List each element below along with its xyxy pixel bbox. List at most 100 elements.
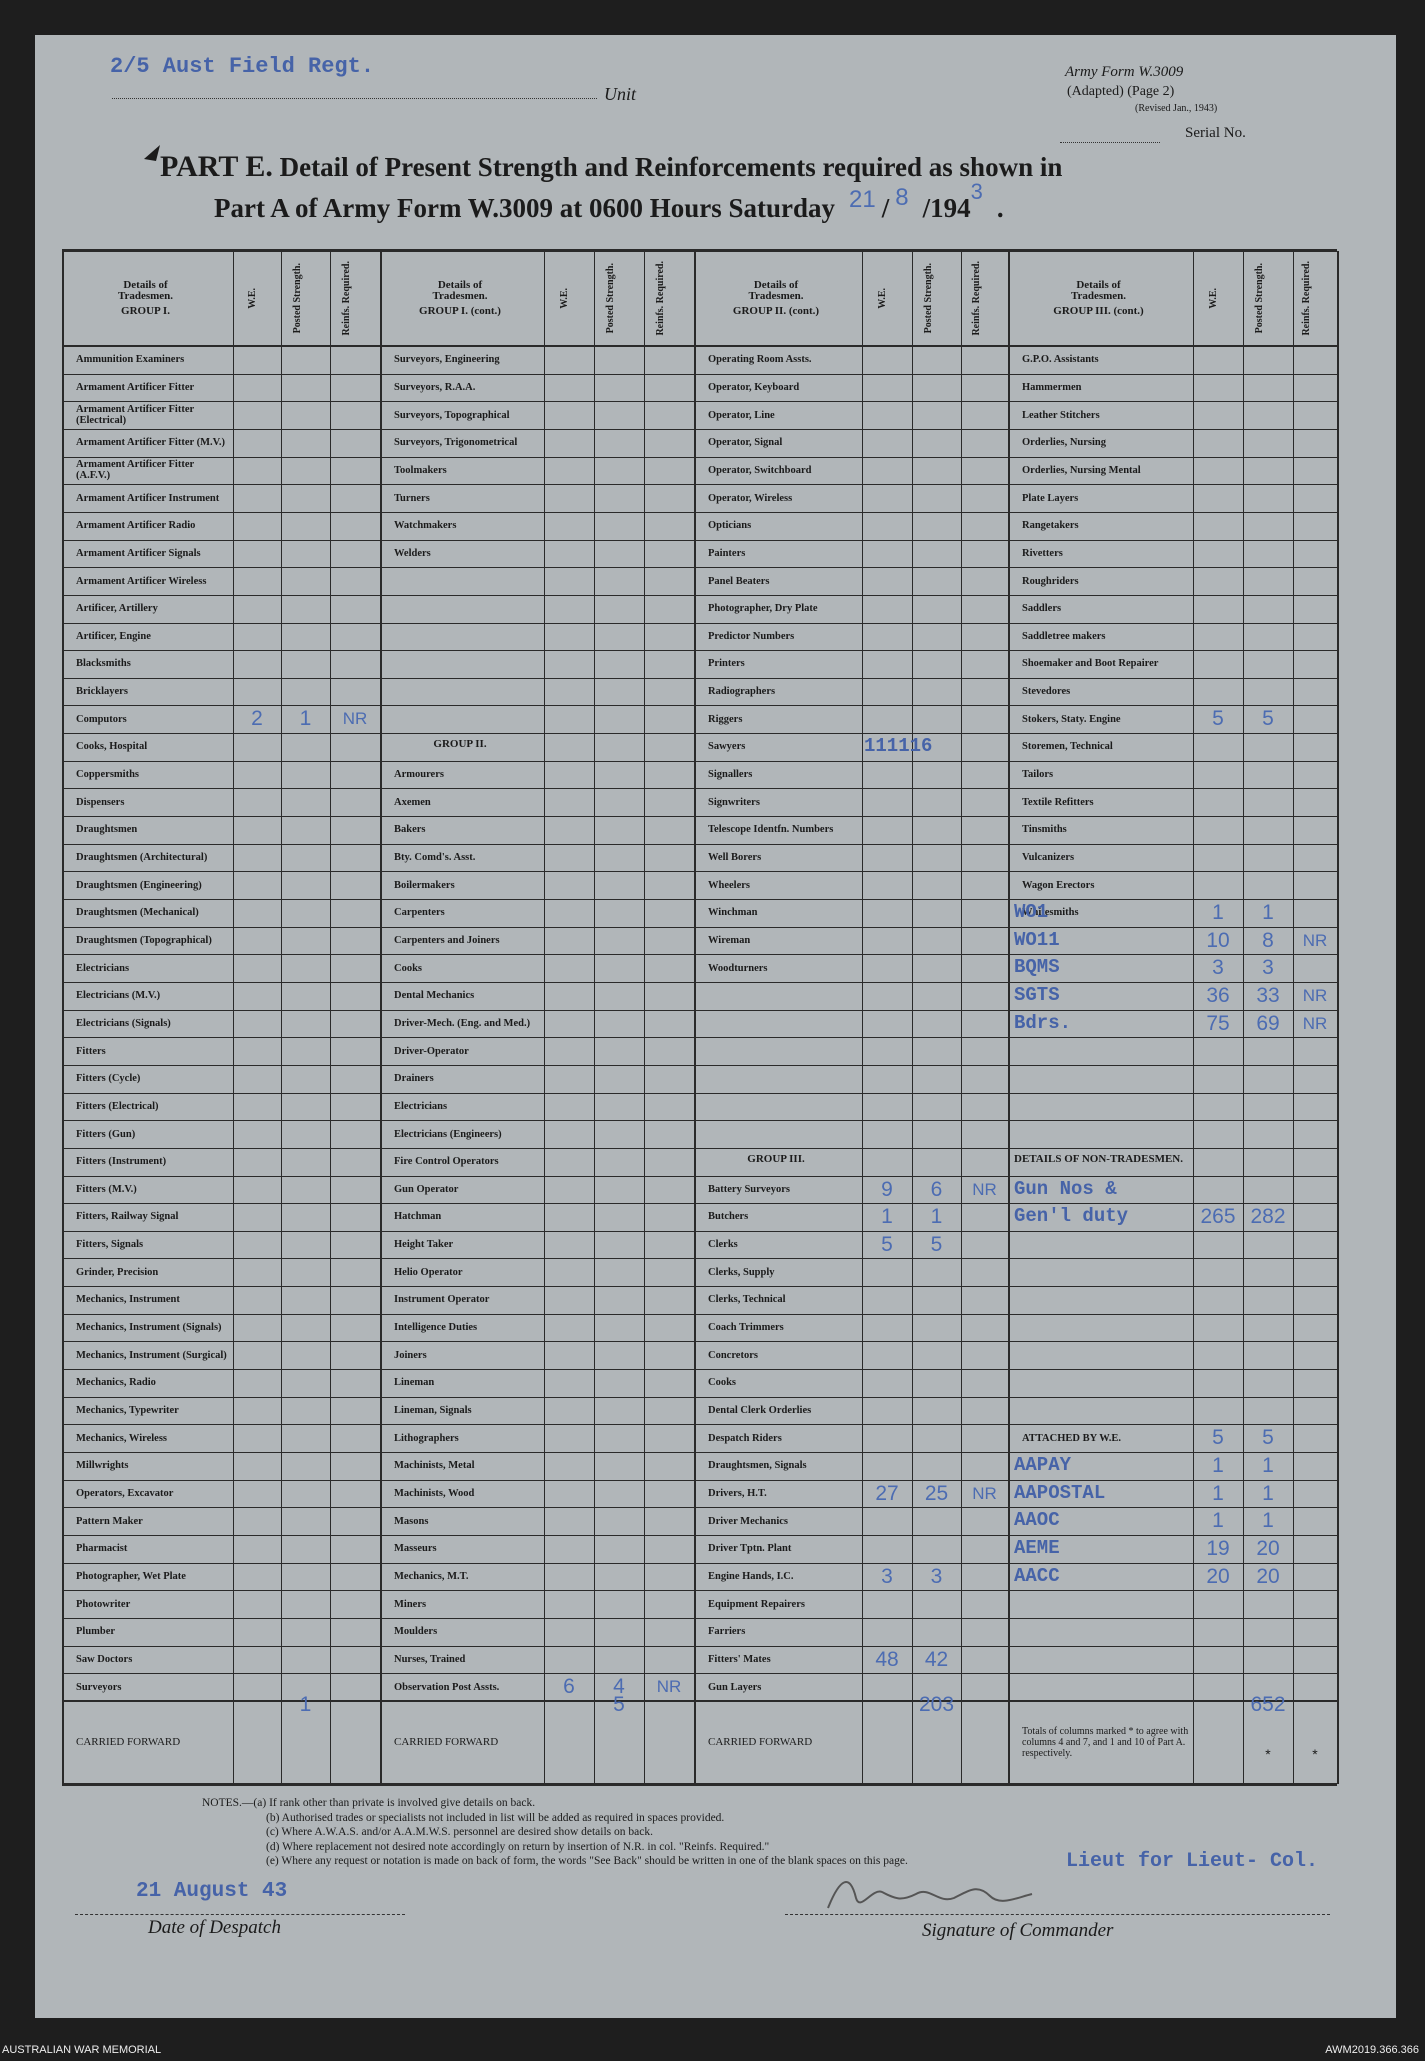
column-header-text: Posted Strength. xyxy=(605,263,616,334)
rule xyxy=(62,926,1337,928)
we-value: 265 xyxy=(1200,1205,1236,1229)
rule xyxy=(1293,251,1294,1784)
rule xyxy=(62,843,1337,845)
column-header: Details of Tradesmen. GROUP I. (cont.) xyxy=(380,251,544,346)
rule xyxy=(62,251,64,1784)
posted-value: 1 xyxy=(1262,1509,1274,1533)
rule xyxy=(62,511,1337,513)
trade-label: Whitesmiths xyxy=(1022,907,1079,919)
details-heading: Details of Tradesmen. xyxy=(432,279,488,302)
posted-value: 5 xyxy=(1262,1426,1274,1450)
rule xyxy=(62,760,1337,762)
trade-label: Axemen xyxy=(394,796,431,808)
trade-label: Fire Control Operators xyxy=(394,1156,499,1168)
trade-label: Driver-Operator xyxy=(394,1045,469,1057)
rule xyxy=(62,1230,1337,1232)
date-line xyxy=(75,1914,405,1915)
trade-label: Photographer, Wet Plate xyxy=(76,1570,186,1582)
trade-label: Electricians xyxy=(76,962,130,974)
rule xyxy=(233,251,234,1784)
we-value: 48 xyxy=(875,1647,899,1671)
posted-value: 1 xyxy=(1262,1481,1274,1505)
trade-label: Tinsmiths xyxy=(1022,824,1067,836)
rule xyxy=(62,733,1337,735)
trade-label: Electricians (M.V.) xyxy=(76,990,161,1002)
rule xyxy=(330,251,331,1784)
column-header-text: W.E. xyxy=(877,288,888,309)
we-value: 1 xyxy=(1212,1509,1224,1533)
trade-label: Toolmakers xyxy=(394,464,447,476)
column-header-text: W.E. xyxy=(1208,288,1219,309)
trade-label: Intelligence Duties xyxy=(394,1322,478,1334)
rule xyxy=(62,1037,1337,1039)
posted-value: 203 xyxy=(918,1692,955,1716)
rule xyxy=(62,1782,1337,1786)
trade-label: Watchmakers xyxy=(394,520,457,532)
posted-value: 8 xyxy=(1262,928,1274,952)
paper xyxy=(35,35,1396,2018)
trade-label: G.P.O. Assistants xyxy=(1022,354,1099,366)
column-header: Reinfs. Required. xyxy=(1293,251,1337,346)
trade-label: Clerks, Technical xyxy=(708,1294,786,1306)
rule xyxy=(380,251,382,1784)
date-day: 21 xyxy=(849,186,876,213)
archive-left: AUSTRALIAN WAR MEMORIAL xyxy=(2,2044,162,2056)
trade-label: Electricians (Signals) xyxy=(76,1017,171,1029)
trade-label: Draughtsmen (Mechanical) xyxy=(76,907,199,919)
trade-label: Operator, Switchboard xyxy=(708,464,812,476)
posted-value: 4 xyxy=(613,1675,625,1699)
rule xyxy=(62,428,1337,430)
we-value: 1 xyxy=(881,1205,893,1229)
trade-label: ATTACHED BY W.E. xyxy=(1022,1432,1121,1444)
trade-label: Mechanics, Instrument (Signals) xyxy=(76,1322,222,1334)
trade-label: Fitters (Instrument) xyxy=(76,1156,167,1168)
rule xyxy=(912,251,913,1784)
trade-label: Moulders xyxy=(394,1626,438,1638)
date-typed: 21 August 43 xyxy=(136,1880,288,1903)
group-heading: GROUP I. xyxy=(121,305,170,317)
trade-label: Despatch Riders xyxy=(708,1432,782,1444)
rule xyxy=(62,1341,1337,1343)
rule xyxy=(1243,251,1244,1784)
trade-label: Driver Tptn. Plant xyxy=(708,1543,792,1555)
trade-label: Orderlies, Nursing Mental xyxy=(1022,464,1141,476)
trade-label: Lithographers xyxy=(394,1432,459,1444)
title-text: Detail of Present Strength and Reinforce… xyxy=(279,152,1063,182)
trade-label: Armament Artificer Fitter xyxy=(76,381,195,393)
posted-value: 25 xyxy=(924,1481,949,1505)
trade-label: Coppersmiths xyxy=(76,769,140,781)
column-header: Details of Tradesmen. GROUP I. xyxy=(62,251,233,346)
trade-label: Operator, Signal xyxy=(708,437,783,449)
rule xyxy=(62,1645,1337,1647)
title-line-1: PART E. Detail of Present Strength and R… xyxy=(160,150,1062,184)
rule xyxy=(62,249,1337,252)
column-header-text: Reinfs. Required. xyxy=(970,261,982,336)
carried-forward-label: CARRIED FORWARD xyxy=(394,1735,499,1748)
typed-entry: Gun Nos & xyxy=(1014,1177,1117,1200)
date-year: /194 xyxy=(922,193,971,223)
column-header-text: W.E. xyxy=(247,288,258,309)
trade-label: Farriers xyxy=(708,1626,746,1638)
typed-entry: AAOC xyxy=(1014,1509,1060,1532)
we-value: 1 xyxy=(1212,1454,1224,1477)
trade-label: Armament Artificer Fitter (A.F.V.) xyxy=(76,459,194,482)
trade-label: Wagon Erectors xyxy=(1022,879,1095,891)
we-value: 5 xyxy=(1212,1426,1224,1450)
trade-label: Woodturners xyxy=(708,962,768,974)
rule xyxy=(961,251,962,1784)
trade-label: Plumber xyxy=(76,1626,116,1638)
we-value: 1 xyxy=(1212,901,1224,924)
rule xyxy=(62,594,1337,596)
we-value: 19 xyxy=(1206,1536,1230,1560)
group-heading: GROUP II. (cont.) xyxy=(732,305,820,317)
signature-typed: Lieut for Lieut- Col. xyxy=(1066,1850,1319,1873)
posted-value: 20 xyxy=(1256,1536,1280,1560)
rule xyxy=(62,1313,1337,1315)
trade-label: Armament Artificer Instrument xyxy=(76,492,220,504)
trade-label: Blacksmiths xyxy=(76,658,131,670)
reinf-value: NR xyxy=(656,1677,682,1697)
we-value: 75 xyxy=(1206,1011,1230,1035)
we-value: 5 xyxy=(1212,707,1224,731)
group-heading: GROUP III. xyxy=(747,1153,805,1166)
rule xyxy=(62,373,1337,375)
